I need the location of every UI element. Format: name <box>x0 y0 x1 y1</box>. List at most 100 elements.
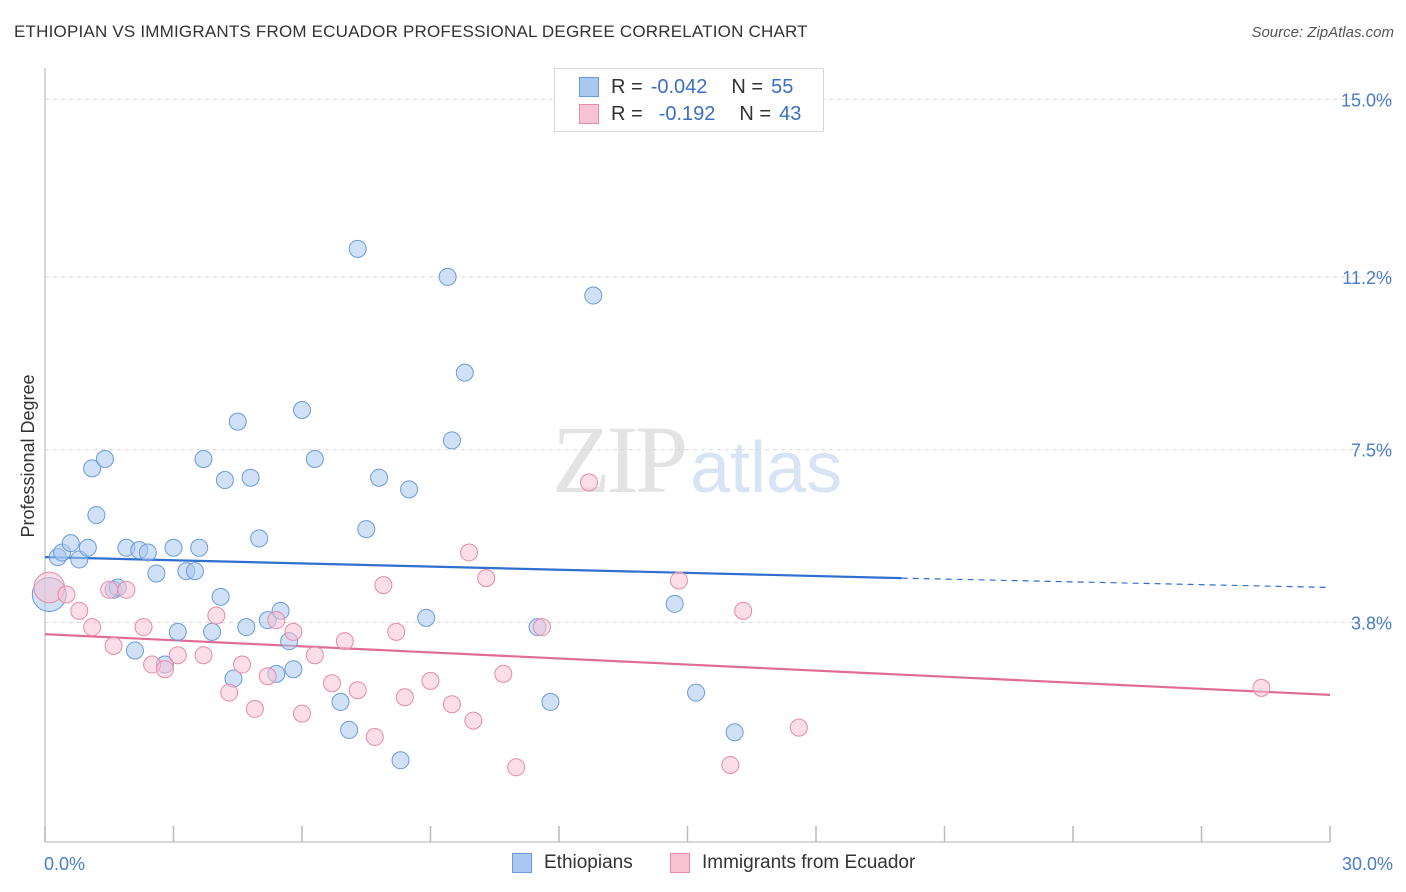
data-point <box>228 412 247 431</box>
data-point <box>245 699 264 718</box>
data-point <box>365 727 384 746</box>
data-point <box>584 286 603 305</box>
data-point <box>125 641 144 660</box>
series-ethiopians <box>31 239 744 770</box>
source-credit: Source: ZipAtlas.com <box>1251 24 1394 41</box>
data-point <box>507 758 526 777</box>
data-point <box>250 529 269 548</box>
data-point <box>284 660 303 679</box>
data-point <box>284 622 303 641</box>
data-point <box>104 636 123 655</box>
data-point <box>687 683 706 702</box>
legend-n-label: N = <box>739 102 772 125</box>
data-point <box>190 538 209 557</box>
data-point <box>374 576 393 595</box>
data-point <box>194 646 213 665</box>
y-tick-label: 11.2% <box>1342 268 1392 288</box>
data-point <box>168 646 187 665</box>
legend-r-value: -0.042 <box>650 75 708 98</box>
series-legend: Ethiopians Immigrants from Ecuador <box>0 852 1406 878</box>
data-point <box>322 674 341 693</box>
data-point <box>460 543 479 562</box>
data-point <box>669 571 688 590</box>
data-point <box>665 594 684 613</box>
data-point <box>335 632 354 651</box>
legend-label-ethiopians: Ethiopians <box>544 852 633 873</box>
data-point <box>464 711 483 730</box>
trend-lines <box>44 556 1331 697</box>
data-point <box>789 718 808 737</box>
tick-labels: 3.8% 7.5% 11.2% 15.0% 0.0% 30.0% <box>44 90 1393 874</box>
data-point <box>57 585 76 604</box>
y-tick-label: 15.0% <box>1341 90 1392 110</box>
data-point <box>237 618 256 637</box>
data-point <box>147 564 166 583</box>
data-point <box>168 622 187 641</box>
x-tick-label: 0.0% <box>44 854 85 874</box>
data-point <box>340 720 359 739</box>
axes <box>44 68 1331 843</box>
data-point <box>541 692 560 711</box>
data-point <box>215 471 234 490</box>
data-point <box>331 692 350 711</box>
watermark: ZIPatlas <box>552 404 842 515</box>
data-point <box>61 534 80 553</box>
legend-item-ecuador: Immigrants from Ecuador <box>670 852 915 874</box>
data-point <box>155 660 174 679</box>
data-point <box>477 569 496 588</box>
data-point <box>293 400 311 419</box>
y-tick-label: 7.5% <box>1351 441 1392 461</box>
data-point <box>391 751 410 770</box>
data-point <box>233 655 252 674</box>
legend-swatch-ethiopians <box>512 853 532 873</box>
legend-item-ethiopians: Ethiopians <box>512 852 633 874</box>
watermark-atlas: atlas <box>690 428 843 508</box>
legend-r-value: -0.192 <box>658 102 716 125</box>
data-point <box>70 601 89 620</box>
data-point <box>579 473 598 492</box>
data-point <box>1252 678 1271 697</box>
y-axis-label: Professional Degree <box>18 374 38 537</box>
data-point <box>117 580 136 599</box>
data-point <box>417 608 436 627</box>
data-point <box>442 431 461 450</box>
legend-row-ethiopians: R = -0.042 N = 55 <box>579 75 793 99</box>
data-point <box>87 506 106 525</box>
data-point <box>220 683 239 702</box>
legend-swatch-ecuador <box>579 104 599 124</box>
y-tick-label: 3.8% <box>1351 614 1392 634</box>
data-point <box>357 520 376 539</box>
data-point <box>95 450 114 469</box>
data-point <box>258 667 277 686</box>
data-point <box>305 646 324 665</box>
data-point <box>293 704 311 723</box>
data-point <box>438 267 457 286</box>
data-points <box>31 239 1271 777</box>
data-point <box>194 450 213 469</box>
data-point <box>241 468 260 487</box>
data-point <box>267 611 286 630</box>
data-point <box>387 622 406 641</box>
grid-lines <box>45 98 1392 624</box>
legend-n-value: 43 <box>779 102 802 125</box>
data-point <box>721 755 740 774</box>
trend-line-ethiopians <box>44 556 902 580</box>
correlation-legend: R = -0.042 N = 55 R = -0.192 N = 43 <box>554 68 824 132</box>
trend-line-extension <box>901 577 1331 589</box>
data-point <box>83 459 102 478</box>
trend-line-ecuador <box>44 633 1331 697</box>
legend-n-value: 55 <box>771 75 794 98</box>
data-point <box>494 664 513 683</box>
legend-label-ecuador: Immigrants from Ecuador <box>702 852 916 873</box>
data-point <box>348 239 367 258</box>
data-point <box>164 538 183 557</box>
data-point <box>138 543 157 562</box>
data-point <box>207 606 226 625</box>
x-tick-label: 30.0% <box>1342 854 1393 874</box>
legend-r-label: R = <box>611 75 643 98</box>
data-point <box>532 618 551 637</box>
series-ecuador <box>33 473 1271 777</box>
data-point <box>725 723 744 742</box>
data-point <box>100 580 119 599</box>
